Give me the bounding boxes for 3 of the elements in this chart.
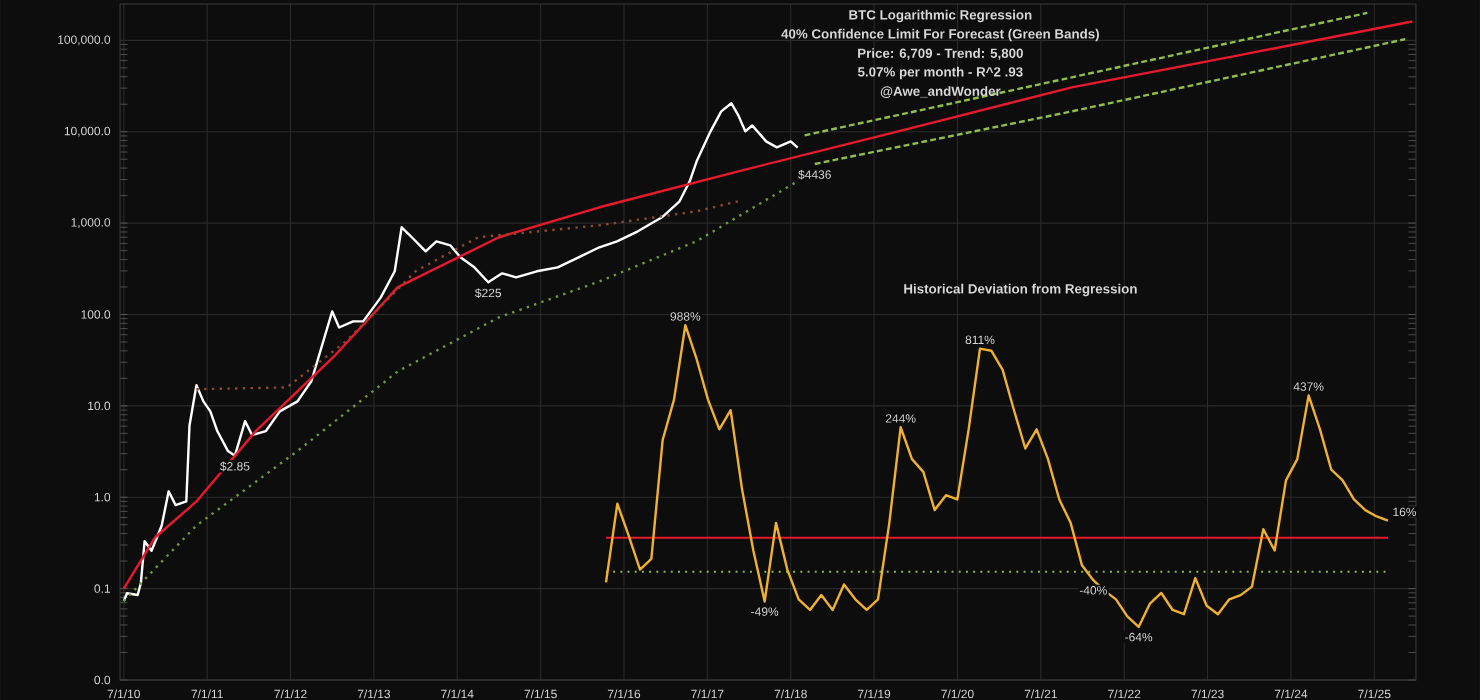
line-series (195, 200, 740, 391)
line-series (122, 20, 1414, 590)
line-series (122, 102, 799, 603)
